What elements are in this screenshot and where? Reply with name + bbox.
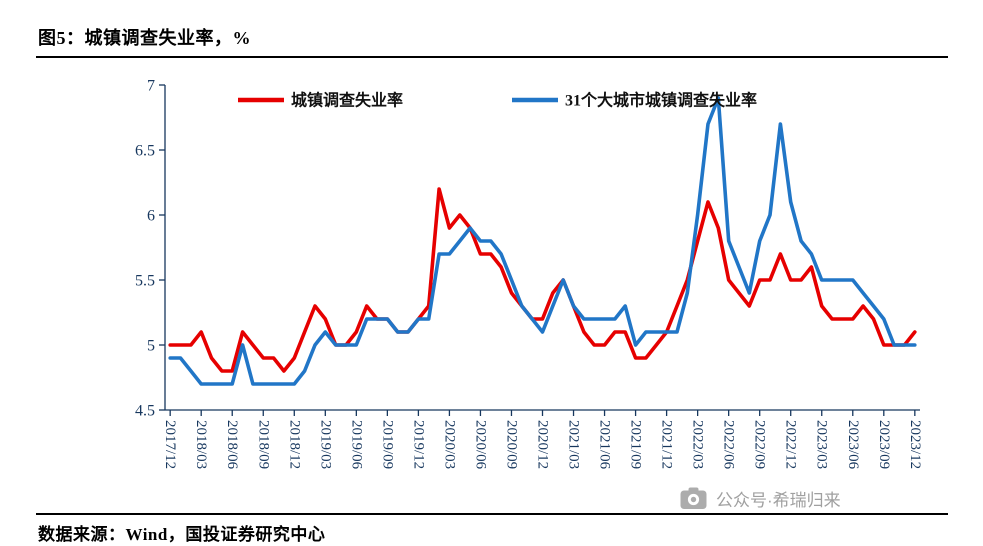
data-source: 数据来源：Wind，国投证券研究中心 (38, 525, 326, 544)
x-tick-label: 2019/06 (348, 420, 364, 470)
x-tick-label: 2020/06 (472, 420, 488, 470)
x-tick-label: 2019/09 (379, 420, 395, 469)
unemployment-rate-line-chart: 4.5 5 5.5 6 6.5 7 2017/12 2018/03 2018/06 2018/09… (0, 60, 983, 510)
x-tick-label: 2017/12 (162, 420, 178, 469)
x-tick-label: 2018/06 (224, 420, 240, 470)
x-tick-label: 2023/03 (814, 420, 830, 469)
x-tick-label: 2019/12 (410, 420, 426, 469)
chart-canvas: 4.5 5 5.5 6 6.5 7 2017/12 2018/03 2018/06 2018/09… (135, 77, 923, 470)
x-tick-label: 2020/03 (441, 420, 457, 469)
x-tick-label: 2021/12 (659, 420, 675, 469)
x-tick-label: 2018/03 (193, 420, 209, 469)
x-tick-label: 2023/06 (845, 420, 861, 470)
x-tick-label: 2020/12 (535, 420, 551, 469)
title-divider (36, 56, 948, 58)
y-tick-label: 5 (147, 337, 155, 354)
x-tick-label: 2018/09 (255, 420, 271, 469)
x-tick-label: 2022/12 (783, 420, 799, 469)
y-tick-label: 6.5 (135, 142, 155, 159)
series-line-big31cities (168, 96, 917, 386)
x-tick-label: 2022/03 (690, 420, 706, 469)
y-tick-label: 4.5 (135, 402, 155, 419)
legend-label-big31cities: 31个大城市城镇调查失业率 (565, 91, 757, 110)
footer-divider (36, 513, 948, 515)
series-line-national (168, 187, 917, 373)
x-tick-label: 2021/06 (597, 420, 613, 470)
x-tick-label: 2021/03 (566, 420, 582, 469)
x-tick-label: 2023/09 (876, 420, 892, 469)
x-tick-label: 2023/12 (907, 420, 923, 469)
x-tick-label: 2020/09 (503, 420, 519, 469)
x-tick-label: 2021/09 (628, 420, 644, 469)
x-tick-label: 2019/03 (317, 420, 333, 469)
x-tick-label: 2022/06 (721, 420, 737, 470)
legend-label-national: 城镇调查失业率 (291, 91, 403, 110)
y-tick-label: 7 (147, 77, 155, 94)
figure-title: 图5：城镇调查失业率，% (38, 28, 251, 48)
x-tick-label: 2022/09 (752, 420, 768, 469)
y-tick-label: 6 (147, 207, 155, 224)
y-tick-label: 5.5 (135, 272, 155, 289)
x-tick-label: 2018/12 (286, 420, 302, 469)
